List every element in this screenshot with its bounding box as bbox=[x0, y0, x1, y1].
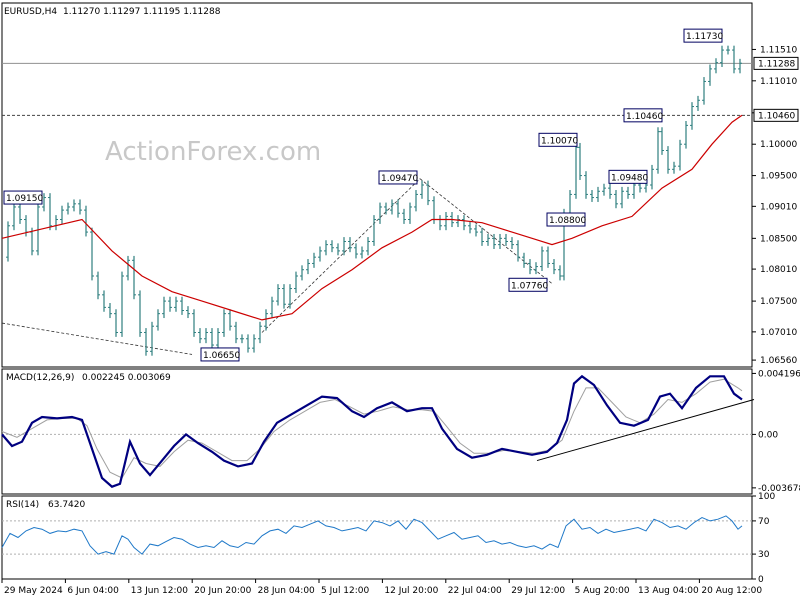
price-annotation-box bbox=[683, 28, 723, 43]
x-label: 20 Jun 20:00 bbox=[194, 586, 251, 596]
price-y-label: 1.10000 bbox=[760, 140, 797, 150]
price-y-label: 1.08010 bbox=[760, 265, 797, 275]
price-annotation-box bbox=[623, 108, 663, 123]
price-annotation-label: 1.11730 bbox=[686, 32, 723, 42]
rsi-y-label: 100 bbox=[758, 492, 775, 502]
price-y-label: 1.11010 bbox=[760, 77, 797, 87]
price-annotation-box bbox=[378, 170, 418, 185]
x-label: 28 Jun 04:00 bbox=[258, 586, 315, 596]
x-label: 6 Jun 04:00 bbox=[67, 586, 119, 596]
price-trendline-2 bbox=[419, 178, 553, 284]
price-annotation-label: 1.10460 bbox=[626, 112, 663, 122]
rsi-y-label: 0 bbox=[758, 575, 764, 585]
price-trendline-0 bbox=[1, 322, 193, 355]
rsi-line bbox=[1, 515, 743, 555]
rsi-title: RSI(14) bbox=[6, 500, 39, 510]
x-label: 5 Jul 12:00 bbox=[321, 586, 370, 596]
price-annotation-box bbox=[3, 190, 43, 205]
header-symbol: EURUSD,H4 bbox=[4, 7, 57, 17]
x-label: 12 Jul 20:00 bbox=[384, 586, 438, 596]
price-y-label: 1.08500 bbox=[760, 234, 797, 244]
price-annotation-label: 1.07760 bbox=[511, 281, 548, 291]
price-annotation-label: 1.10070 bbox=[541, 136, 578, 146]
price-trendline-1 bbox=[261, 178, 421, 333]
panel-frame-0 bbox=[1, 2, 753, 368]
price-y-label: 1.07010 bbox=[760, 328, 797, 338]
price-annotation-label: 1.09480 bbox=[611, 173, 648, 183]
price-annotation-box bbox=[200, 347, 240, 362]
rsi-y-label: 30 bbox=[758, 550, 770, 560]
macd-y-label: 0.004196 bbox=[758, 369, 800, 379]
price-annotation-label: 1.09470 bbox=[381, 174, 418, 184]
price-annotation-label: 1.08800 bbox=[549, 216, 586, 226]
x-label: 29 Jul 12:00 bbox=[511, 586, 565, 596]
x-label: 22 Jul 04:00 bbox=[448, 586, 502, 596]
price-annotation-box bbox=[508, 277, 548, 292]
current-price-tag-box bbox=[753, 56, 799, 70]
moving-average-line bbox=[1, 114, 743, 321]
rsi-readout: 63.7420 bbox=[48, 500, 85, 510]
price-annotation-label: 1.06650 bbox=[203, 351, 240, 361]
rsi-y-label: 70 bbox=[758, 517, 770, 527]
current-price-tag: 1.11288 bbox=[758, 59, 795, 69]
x-label: 13 Aug 04:00 bbox=[638, 586, 699, 596]
macd-title: MACD(12,26,9) bbox=[6, 373, 74, 383]
macd-y-label: 0.00 bbox=[758, 430, 778, 440]
header-ohlc: 1.11270 1.11297 1.11195 1.11288 bbox=[63, 7, 221, 17]
macd-trendline bbox=[536, 399, 755, 462]
price-annotation-box bbox=[546, 212, 586, 227]
price-y-label: 1.09500 bbox=[760, 172, 797, 182]
watermark: ActionForex.com bbox=[105, 137, 321, 167]
x-label: 29 May 2024 bbox=[4, 586, 63, 596]
price-y-label: 1.09010 bbox=[760, 202, 797, 212]
x-label: 20 Aug 12:00 bbox=[701, 586, 762, 596]
price-y-label: 1.11510 bbox=[760, 45, 797, 55]
macd-signal-line bbox=[1, 378, 743, 479]
macd-readout: 0.002245 0.003069 bbox=[82, 373, 171, 383]
price-annotation-box bbox=[538, 132, 578, 147]
macd-y-label: -0.003678 bbox=[758, 484, 800, 494]
macd-line bbox=[1, 374, 743, 488]
x-label: 5 Aug 20:00 bbox=[575, 586, 630, 596]
price-annotation-label: 1.09150 bbox=[6, 194, 43, 204]
level-price-tag: 1.10460 bbox=[758, 111, 795, 121]
panel-frame-2 bbox=[1, 495, 753, 580]
level-price-tag-box bbox=[753, 108, 799, 122]
x-label: 13 Jun 12:00 bbox=[131, 586, 188, 596]
price-y-label: 1.07500 bbox=[760, 297, 797, 307]
price-annotation-box bbox=[608, 169, 648, 184]
price-y-label: 1.06560 bbox=[760, 356, 797, 366]
